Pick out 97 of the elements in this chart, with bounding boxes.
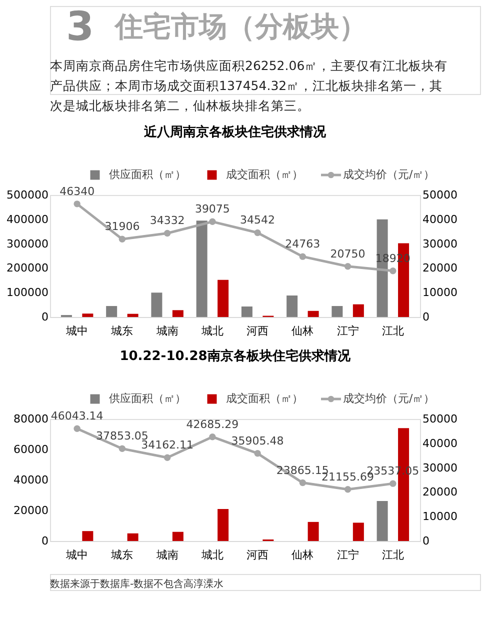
point [344,263,352,270]
bar [127,533,138,541]
point [254,229,261,236]
point [118,236,126,242]
x-tick-label: 城南 [155,324,178,338]
point [74,200,80,208]
y-tick-label: 0 [42,310,48,324]
point [209,218,216,226]
legend-label: 供应面积（㎡） [109,392,186,405]
y2-tick-label: 10000 [422,286,458,300]
x-tick-label: 江宁 [336,324,359,338]
text: 3 [66,4,94,50]
chart-title: 近八周南京各板块住宅供求情况 [143,124,327,140]
legend-label: 成交均价（元/㎡） [343,392,435,405]
data-label: 46340 [60,184,95,198]
x-tick-label: 河西 [246,324,269,338]
x-tick-label: 城北 [200,548,224,562]
y2-tick-label: 50000 [422,412,458,426]
x-tick-label: 江宁 [336,548,359,562]
data-label: 46043.14 [50,410,104,423]
point [390,267,396,274]
point [299,253,306,260]
y2-tick-label: 20000 [422,262,458,275]
x-tick-label: 城东 [110,324,134,338]
point [74,425,80,432]
y-tick-label: 100000 [6,286,48,300]
y2-tick-label: 0 [422,534,430,548]
point [209,434,216,440]
y-tick-label: 0 [42,534,48,548]
y2-tick-label: 20000 [422,486,458,499]
y2-tick-label: 40000 [422,212,458,226]
bar [308,310,319,317]
bar [82,314,94,317]
x-tick-label: 城东 [110,548,134,562]
legend-label: 成交面积（㎡） [226,392,303,405]
y-tick-label: 300000 [6,237,48,250]
bar [352,304,364,317]
y2-tick-label: 40000 [422,436,458,450]
y-tick-label: 60000 [14,443,48,456]
text: 本周南京商品房住宅市场供应面积26252.06㎡，主要仅有江北板块有产品供应；本周市场成交面积137454.32㎡，江北板块排名第一，其次是城北板块排名第二，仙林板块排名第三。 [50,58,448,113]
y2-tick-label: 10000 [422,510,458,524]
x-tick-label: 城中 [65,324,88,338]
x-tick-label: 河西 [246,548,269,562]
text: 住宅市场（分板块） [113,10,367,43]
bar [151,292,162,317]
bar [352,522,364,541]
y-tick-label: 400000 [6,212,48,226]
text: 数据来源于数据库-数据不包含高淳溧水 [50,578,224,590]
x-tick-label: 仙林 [292,548,314,562]
point [164,454,171,461]
bar [241,306,252,317]
point [118,445,126,452]
y2-tick-label: 0 [422,310,430,324]
legend-label: 成交均价（元/㎡） [343,168,435,181]
data-label: 34332 [150,214,185,228]
chart-title: 10.22-10.28南京各板块住宅供求情况 [120,348,352,364]
data-label: 42685.29 [186,418,239,431]
legend-label: 成交面积（㎡） [226,168,303,181]
x-tick-label: 仙林 [292,324,314,338]
y2-tick-label: 30000 [422,461,458,474]
point [164,230,171,237]
bar [82,531,94,541]
bar [308,522,319,541]
bar [376,500,388,541]
x-tick-label: 城北 [200,324,224,338]
point [344,486,352,493]
bar [332,306,343,317]
x-tick-label: 城中 [65,548,88,562]
y-tick-label: 20000 [14,504,48,517]
legend-label: 供应面积（㎡） [109,168,186,181]
bar [127,314,138,317]
bar [218,280,229,317]
bar [106,306,118,317]
data-label: 24763 [285,238,320,251]
y2-tick-label: 50000 [422,188,458,202]
y-tick-label: 200000 [6,262,48,275]
y-tick-label: 40000 [14,474,48,486]
point [254,450,261,457]
data-label: 34542 [240,214,276,227]
data-label: 35905.48 [231,434,284,448]
bar [218,508,229,541]
data-label: 39075 [194,202,230,216]
point [299,479,306,486]
y2-tick-label: 30000 [422,237,458,250]
x-tick-label: 江北 [382,548,404,562]
x-tick-label: 城南 [155,548,178,562]
data-label: 31906 [104,220,140,234]
bar [196,220,208,317]
data-label: 20750 [330,247,366,260]
y-tick-label: 500000 [6,188,48,202]
x-tick-label: 江北 [382,324,404,338]
point [390,480,396,487]
bar [286,296,298,317]
bar [172,310,184,317]
data-label: 18920 [375,252,410,265]
bar [172,532,184,541]
y-tick-label: 80000 [14,412,48,426]
